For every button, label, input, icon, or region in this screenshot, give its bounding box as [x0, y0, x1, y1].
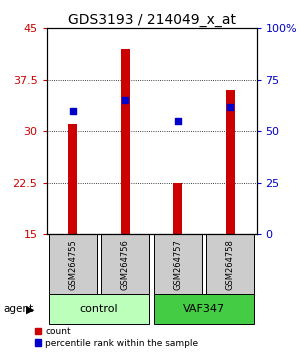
FancyBboxPatch shape — [206, 234, 254, 294]
Point — [175, 118, 180, 124]
Point — [228, 104, 233, 109]
FancyBboxPatch shape — [154, 294, 254, 324]
Bar — [68, 125, 77, 234]
Text: agent: agent — [3, 304, 33, 314]
FancyBboxPatch shape — [154, 234, 202, 294]
Point — [70, 108, 75, 114]
Point — [123, 98, 128, 103]
FancyBboxPatch shape — [49, 234, 97, 294]
Bar — [226, 90, 235, 234]
Text: ▶: ▶ — [26, 304, 34, 314]
Text: GSM264758: GSM264758 — [226, 239, 235, 290]
Text: GSM264755: GSM264755 — [68, 239, 77, 290]
Bar — [173, 183, 182, 234]
Text: VAF347: VAF347 — [183, 304, 225, 314]
Legend: count, percentile rank within the sample: count, percentile rank within the sample — [34, 327, 199, 348]
Text: GSM264757: GSM264757 — [173, 239, 182, 290]
Text: control: control — [80, 304, 118, 314]
FancyBboxPatch shape — [49, 294, 149, 324]
Text: GSM264756: GSM264756 — [121, 239, 130, 290]
Title: GDS3193 / 214049_x_at: GDS3193 / 214049_x_at — [68, 13, 236, 27]
Bar — [121, 49, 130, 234]
FancyBboxPatch shape — [101, 234, 149, 294]
